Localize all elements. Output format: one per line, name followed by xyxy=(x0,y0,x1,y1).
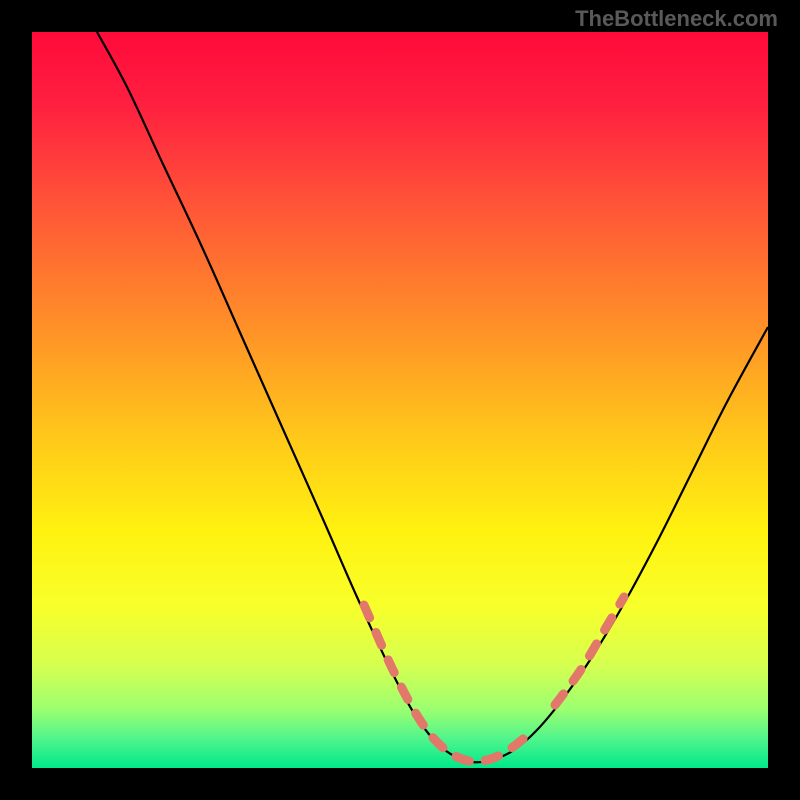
watermark-text: TheBottleneck.com xyxy=(575,6,778,32)
highlight-dash-0 xyxy=(364,605,528,762)
plot-area xyxy=(32,32,768,768)
curve-layer xyxy=(32,32,768,768)
bottleneck-curve xyxy=(97,32,768,762)
highlight-dash-1 xyxy=(555,597,624,705)
